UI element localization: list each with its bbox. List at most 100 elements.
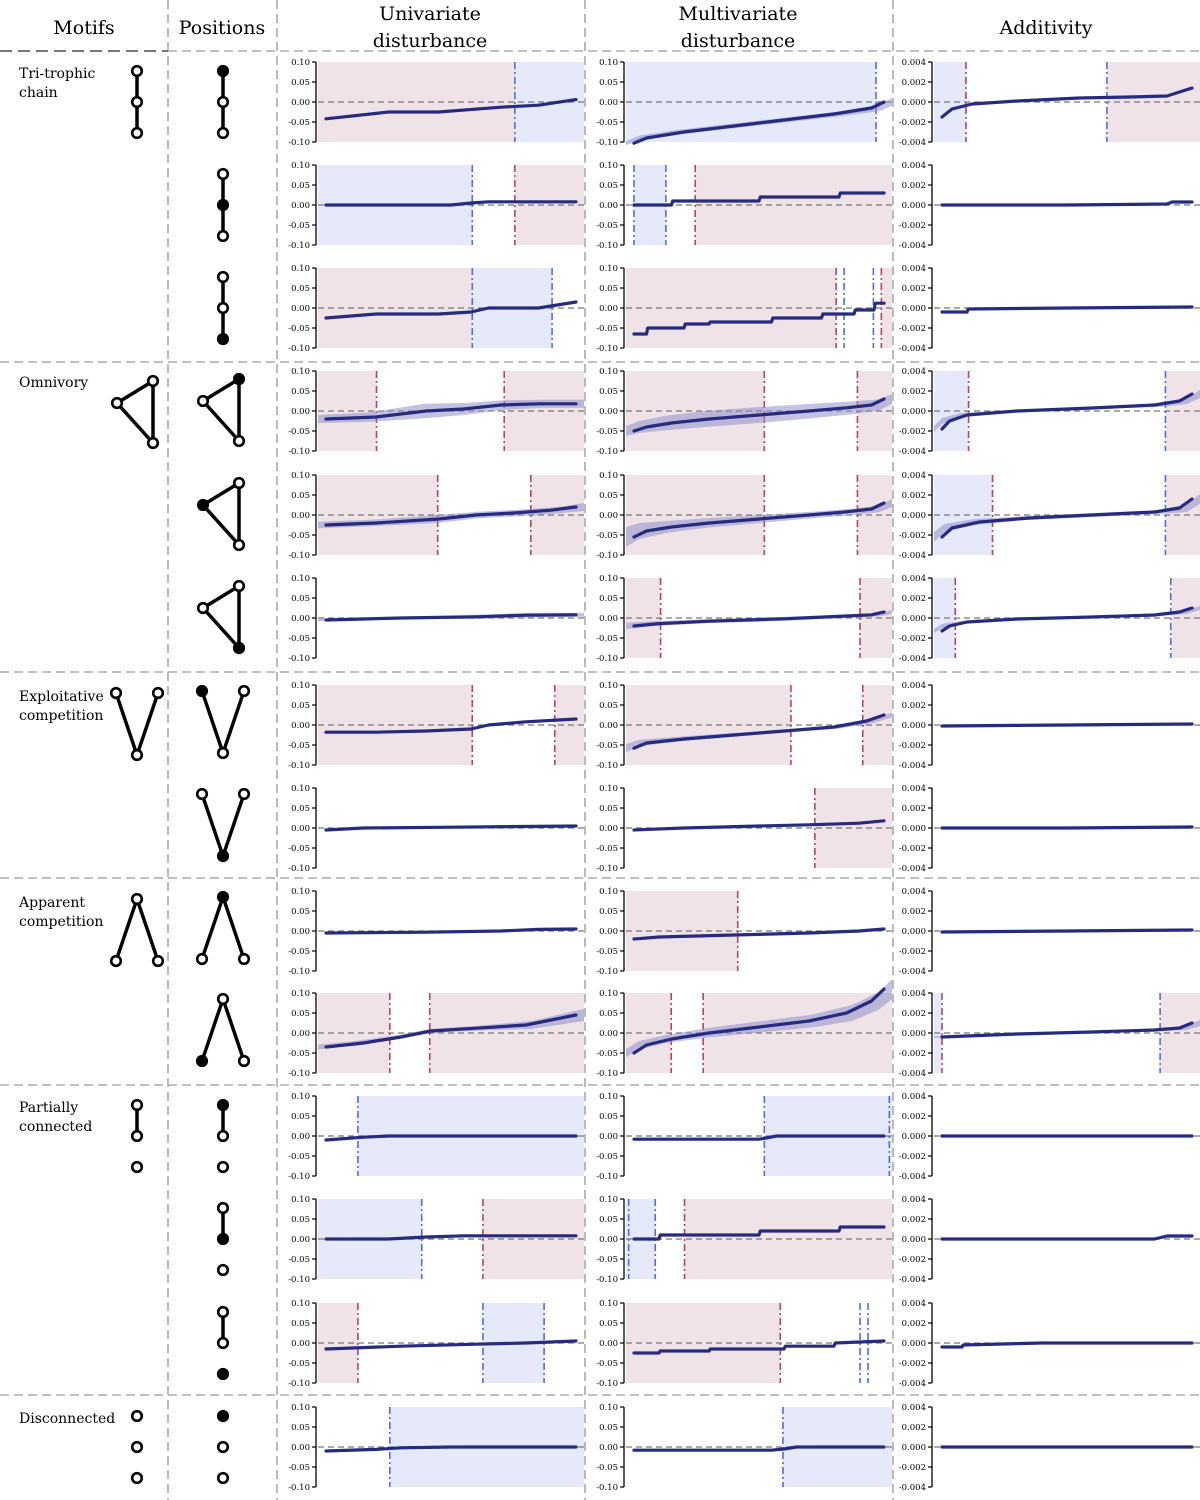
y-tick-label: 0.00 [291,824,310,834]
y-tick-label: 0.05 [291,78,310,88]
y-tick-label: 0.05 [599,1215,618,1225]
data-series-line [324,1134,578,1142]
y-tick-label: 0.05 [599,594,618,604]
y-tick-label: 0.002 [902,78,926,88]
y-tick-label: 0.10 [291,574,310,584]
panel-univariate-row-1: 0.10 0.05 0.00 -0.05 -0.10 [288,161,584,251]
y-tick-label: -0.05 [596,118,618,128]
glyph-edge [221,998,246,1062]
panel-multivariate-row-9: 0.10 0.05 0.00 -0.05 -0.10 [596,979,892,1079]
species-node [216,126,230,140]
data-series-line [324,1013,578,1049]
species-node [216,229,230,243]
species-node [130,1160,144,1174]
data-series-line [324,1339,578,1351]
y-tick-label: 0.05 [599,78,618,88]
y-tick-label: 0.002 [902,1009,926,1019]
data-series-line [632,610,886,628]
data-series-line [940,392,1194,431]
panel-univariate-row-6: 0.10 0.05 0.00 -0.05 -0.10 [288,681,584,771]
panel-multivariate-row-4: 0.10 0.05 0.00 -0.05 -0.10 [596,471,892,561]
y-tick-label: 0.004 [902,264,926,274]
y-tick-label: 0.10 [291,1299,310,1309]
y-tick-label: 0.00 [291,98,310,108]
motif-label: Disconnected [19,1411,115,1427]
y-tick-label: 0.10 [599,58,618,68]
y-tick-label: -0.10 [596,761,618,771]
y-tick-label: 0.00 [599,511,618,521]
y-tick-label: -0.05 [596,324,618,334]
y-tick-label: 0.10 [599,1092,618,1102]
y-tick-label: 0.05 [291,1319,310,1329]
data-series-line [324,1234,578,1241]
y-tick-label: -0.10 [596,241,618,251]
panel-univariate-row-5: 0.10 0.05 0.00 -0.05 -0.10 [288,574,584,664]
glyph-edge [221,690,246,754]
species-node [237,684,251,698]
header-positions: Positions [179,17,265,39]
y-tick-label: 0.05 [291,594,310,604]
panel-additivity-row-12: 0.004 0.002 0.000 -0.002 -0.004 [899,1299,1200,1389]
y-tick-label: 0.00 [291,1029,310,1039]
y-tick-label: -0.05 [288,1463,310,1473]
data-series-line [324,613,578,622]
glyph-edge [202,584,240,610]
increase-region [695,165,892,245]
focal-species-node [216,332,230,346]
motif-label: Apparent [18,895,85,911]
y-tick-label: -0.10 [288,1069,310,1079]
y-tick-label: 0.002 [902,491,926,501]
y-tick-label: 0.004 [902,1403,926,1413]
glyph-edge [200,793,225,857]
chain-motif-icon [130,64,144,140]
glyph-edge [200,998,225,1062]
species-node [130,1440,144,1454]
panel-multivariate-row-7: 0.10 0.05 0.00 -0.05 -0.10 [596,784,892,874]
motif-labels: Tri-trophic chain Omnivory Exploitative comp… [18,66,115,1427]
y-tick-label: -0.10 [596,1379,618,1389]
y-tick-label: -0.002 [899,1152,926,1162]
motif-label: competition [19,708,103,724]
y-tick-label: 0.10 [599,161,618,171]
focal-species-node [216,1098,230,1112]
y-tick-label: 0.05 [291,284,310,294]
focal-species-node [216,1409,230,1423]
y-tick-label: 0.004 [902,1092,926,1102]
y-tick-label: 0.05 [291,387,310,397]
y-tick-label: -0.10 [596,447,618,457]
y-tick-label: -0.002 [899,634,926,644]
species-node [232,579,246,593]
y-tick-label: -0.004 [899,761,926,771]
y-tick-label: -0.002 [899,741,926,751]
y-tick-label: -0.004 [899,551,926,561]
y-tick-label: -0.10 [288,447,310,457]
species-node [151,954,165,968]
confidence-band [934,494,1200,542]
y-tick-label: -0.05 [596,531,618,541]
focal-species-node [232,641,246,655]
y-tick-label: -0.004 [899,344,926,354]
y-tick-label: -0.002 [899,1049,926,1059]
y-tick-label: 0.004 [902,58,926,68]
y-tick-label: -0.10 [596,864,618,874]
y-tick-label: 0.002 [902,1423,926,1433]
y-tick-label: 0.05 [291,1215,310,1225]
panel-multivariate-row-8: 0.10 0.05 0.00 -0.05 -0.10 [596,887,892,977]
panel-multivariate-row-11: 0.10 0.05 0.00 -0.05 -0.10 [596,1195,892,1285]
glyph-edge [200,896,225,960]
data-series-line [940,86,1194,119]
y-tick-label: -0.10 [288,551,310,561]
y-tick-label: -0.002 [899,844,926,854]
y-tick-label: 0.05 [599,1319,618,1329]
y-tick-label: 0.00 [599,304,618,314]
y-tick-label: -0.004 [899,1379,926,1389]
y-tick-label: 0.05 [599,701,618,711]
glyph-edge [221,896,246,960]
species-node [130,126,144,140]
y-tick-label: 0.10 [599,1195,618,1205]
y-tick-label: -0.05 [288,634,310,644]
y-tick-label: 0.004 [902,887,926,897]
glyph-edge [135,898,160,962]
position-icon [216,64,230,140]
position-icon [216,1201,230,1277]
